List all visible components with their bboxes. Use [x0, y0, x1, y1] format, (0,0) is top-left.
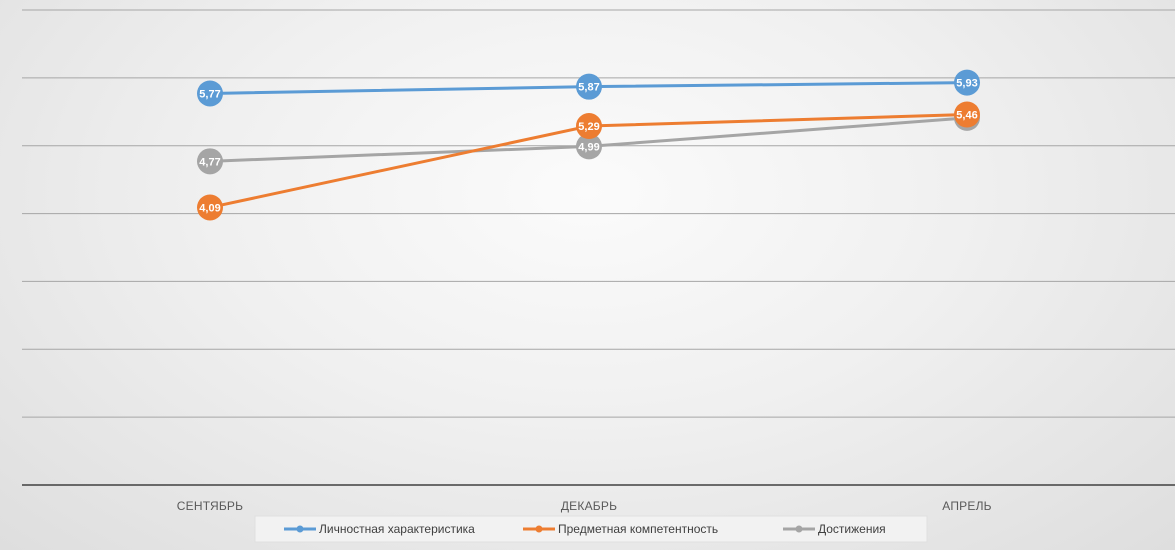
x-tick-label: ДЕКАБРЬ — [561, 499, 617, 513]
data-point — [576, 133, 602, 160]
data-point — [576, 73, 602, 100]
data-label: 4,77 — [199, 156, 220, 168]
gridlines — [22, 9, 1175, 418]
data-label: 5,29 — [578, 121, 599, 133]
data-label: 5,93 — [956, 78, 977, 90]
data-label: 4,09 — [199, 202, 220, 214]
x-tick-label: АПРЕЛЬ — [942, 499, 991, 513]
legend-marker — [795, 525, 803, 533]
legend-label: Предметная компетентность — [558, 522, 718, 536]
data-point — [197, 80, 223, 107]
x-tick-label: СЕНТЯБРЬ — [177, 499, 243, 513]
data-point — [954, 101, 980, 128]
data-point — [197, 194, 223, 221]
data-point — [576, 113, 602, 140]
data-point — [954, 69, 980, 96]
data-label: 5,77 — [199, 88, 220, 100]
legend-marker — [535, 525, 543, 533]
series-layer: 4,774,995,414,095,295,465,775,875,93 — [197, 69, 980, 221]
data-label: 5,87 — [578, 82, 599, 94]
data-point — [197, 148, 223, 175]
legend-label: Достижения — [818, 522, 886, 536]
data-label: 5,46 — [956, 110, 977, 122]
x-axis: СЕНТЯБРЬ ДЕКАБРЬ АПРЕЛЬ — [22, 484, 1175, 513]
legend-marker — [296, 525, 304, 533]
legend: Личностная характеристика Предметная комп… — [254, 515, 928, 543]
legend-label: Личностная характеристика — [319, 522, 475, 536]
data-label: 4,99 — [578, 141, 599, 153]
